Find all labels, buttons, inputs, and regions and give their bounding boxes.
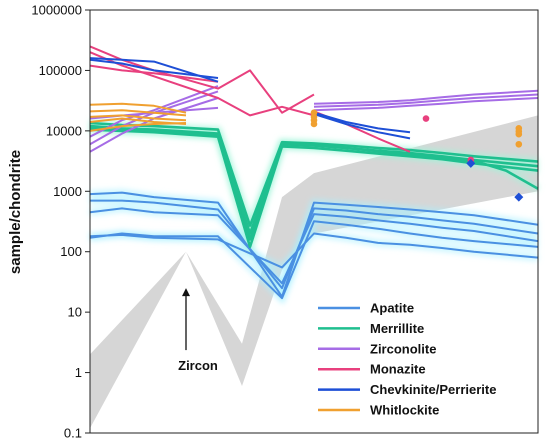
whitlockite-circle-point — [515, 130, 523, 138]
whitlockite-series-line — [89, 122, 187, 132]
legend-label-apatite: Apatite — [370, 301, 414, 316]
y-axis-label: sample/chondrite — [7, 150, 24, 274]
legend-label-merrillite: Merrillite — [370, 321, 424, 336]
apatite-series-line — [90, 199, 539, 290]
legend-label-zirconolite: Zirconolite — [370, 341, 436, 356]
chevkinite-perrierite-series-line — [313, 111, 411, 134]
apatite-series-line — [89, 220, 539, 300]
chevkinite-perrierite-diamond-point — [466, 158, 476, 168]
y-tick-label: 10 — [68, 305, 82, 320]
zircon-band-layer — [90, 115, 538, 429]
zircon-arrow-head — [182, 288, 190, 297]
zirconolite-series-line — [313, 97, 539, 112]
apatite-series-line — [89, 232, 539, 269]
y-tick-label: 0.1 — [64, 426, 82, 441]
plot-frame — [89, 9, 539, 434]
chevkinite-perrierite-series-line — [89, 57, 219, 83]
zircon-annotation: Zircon — [178, 288, 218, 373]
zirconolite-series-line — [313, 93, 539, 108]
y-tick-label: 1 — [75, 365, 82, 380]
point-layer — [310, 109, 524, 202]
monazite-circle-point — [422, 115, 430, 122]
y-tick-label: 1000 — [53, 184, 82, 199]
monazite-series-line — [89, 64, 219, 83]
apatite-series-line — [89, 191, 539, 298]
chevkinite-perrierite-series-line — [313, 113, 411, 140]
y-tick-label: 100 — [60, 244, 82, 259]
whitlockite-series-line — [89, 114, 187, 122]
legend-label-chevkinite-perrierite: Chevkinite/Perrierite — [370, 382, 496, 397]
merrillite-series-line — [89, 121, 539, 227]
y-tick-label: 1000000 — [31, 3, 82, 18]
chevkinite-perrierite-series-line — [89, 58, 219, 79]
whitlockite-series-line — [89, 109, 187, 117]
zircon-band — [90, 115, 538, 429]
apatite-series-line — [89, 207, 539, 285]
whitlockite-circle-point — [310, 120, 318, 128]
whitlockite-circle-point — [515, 140, 523, 148]
legend: Apatite Merrillite Zirconolite Monazite Chev… — [318, 301, 496, 418]
legend-label-monazite: Monazite — [370, 362, 426, 377]
zirconolite-series-line — [313, 89, 539, 105]
y-axis-ticks: 0.1 1 10 100 1000 10000 100000 1000000 — [31, 3, 90, 441]
chevkinite-perrierite-diamond-point — [514, 192, 524, 202]
whitlockite-series-line — [89, 102, 187, 114]
legend-label-whitlockite: Whitlockite — [370, 403, 439, 418]
zircon-label: Zircon — [178, 358, 218, 373]
y-tick-label: 100000 — [39, 63, 82, 78]
monazite-series-line — [89, 51, 315, 117]
series-layer — [89, 45, 539, 300]
y-tick-label: 10000 — [46, 123, 82, 138]
